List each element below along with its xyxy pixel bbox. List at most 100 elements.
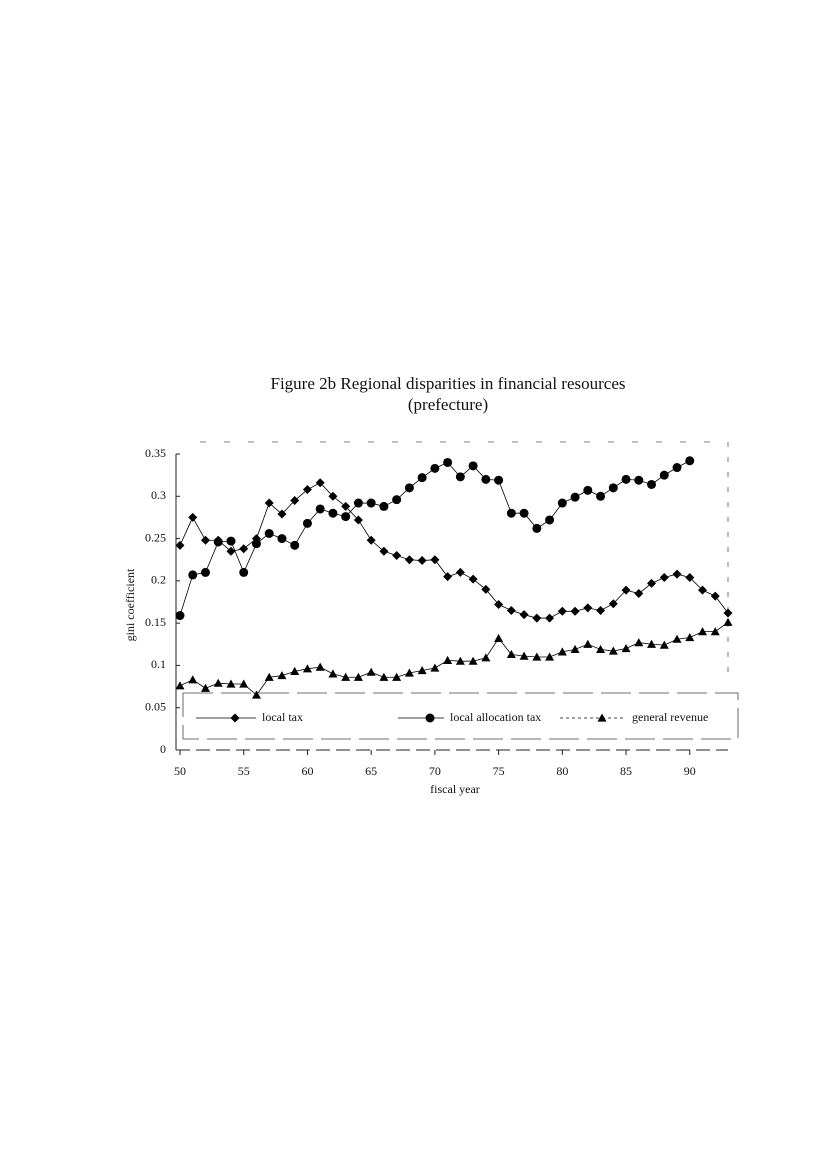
- data-point: [634, 475, 644, 485]
- data-point: [545, 652, 555, 661]
- data-point: [685, 456, 695, 466]
- y-tick-label: 0.15: [145, 615, 166, 629]
- data-point: [239, 544, 249, 554]
- x-tick-label: 85: [620, 764, 632, 778]
- legend-marker: [230, 713, 240, 723]
- data-point: [328, 491, 338, 501]
- data-point: [506, 508, 516, 518]
- data-point: [188, 675, 198, 684]
- data-point: [277, 534, 287, 544]
- data-point: [277, 509, 287, 519]
- data-point: [188, 570, 198, 580]
- data-point: [647, 578, 657, 588]
- x-tick-label: 80: [556, 764, 568, 778]
- data-point: [366, 498, 376, 508]
- data-point: [621, 585, 631, 595]
- data-point: [443, 457, 453, 467]
- data-point: [608, 599, 618, 609]
- data-point: [468, 461, 478, 471]
- x-tick-label: 65: [365, 764, 377, 778]
- data-point: [341, 501, 351, 511]
- data-point: [506, 605, 516, 615]
- data-point: [417, 473, 427, 483]
- data-point: [557, 498, 567, 508]
- data-point: [583, 639, 593, 648]
- data-point: [583, 603, 593, 613]
- data-point: [455, 472, 465, 482]
- data-point: [200, 567, 210, 577]
- x-tick-label: 50: [174, 764, 186, 778]
- data-point: [506, 649, 516, 659]
- data-point: [494, 475, 504, 485]
- data-point: [200, 683, 210, 692]
- data-point: [481, 584, 491, 594]
- data-point: [290, 540, 300, 550]
- data-point: [583, 485, 593, 495]
- data-point: [545, 613, 555, 623]
- data-point: [710, 627, 720, 636]
- y-tick-label: 0.1: [151, 657, 166, 671]
- data-point: [481, 653, 491, 662]
- data-point: [213, 537, 223, 547]
- data-point: [290, 496, 300, 506]
- legend-label: general revenue: [632, 710, 708, 724]
- data-point: [264, 528, 274, 538]
- data-point: [239, 679, 249, 688]
- data-point: [392, 672, 402, 681]
- legend-marker: [597, 713, 607, 722]
- data-point: [698, 585, 708, 595]
- data-point: [226, 679, 236, 688]
- data-point: [557, 606, 567, 616]
- data-point: [672, 463, 682, 473]
- data-point: [532, 523, 542, 533]
- data-point: [519, 508, 529, 518]
- y-tick-label: 0: [160, 742, 166, 756]
- data-point: [710, 591, 720, 601]
- data-point: [634, 638, 644, 647]
- data-point: [596, 644, 606, 653]
- data-point: [264, 672, 274, 681]
- data-point: [723, 617, 733, 626]
- data-point: [353, 515, 363, 525]
- data-point: [328, 669, 338, 678]
- x-tick-label: 70: [429, 764, 441, 778]
- data-point: [443, 572, 453, 582]
- data-point: [277, 671, 287, 680]
- data-point: [570, 492, 580, 502]
- data-point: [417, 666, 427, 675]
- data-point: [239, 567, 249, 577]
- data-point: [226, 536, 236, 546]
- data-point: [455, 567, 465, 577]
- data-point: [455, 656, 465, 665]
- data-point: [213, 678, 223, 687]
- data-point: [481, 474, 491, 484]
- y-tick-label: 0.35: [145, 446, 166, 460]
- data-point: [570, 644, 580, 653]
- data-point: [494, 600, 504, 610]
- data-point: [647, 479, 657, 489]
- data-point: [519, 651, 529, 660]
- data-point: [251, 690, 261, 699]
- y-tick-label: 0.25: [145, 530, 166, 544]
- data-point: [545, 515, 555, 525]
- data-point: [430, 463, 440, 473]
- data-point: [315, 504, 325, 514]
- data-point: [557, 647, 567, 656]
- data-point: [659, 470, 669, 480]
- data-point: [647, 639, 657, 648]
- data-point: [353, 498, 363, 508]
- data-point: [430, 555, 440, 565]
- data-point: [366, 535, 376, 545]
- data-point: [379, 501, 389, 511]
- x-tick-label: 60: [301, 764, 313, 778]
- legend-box: [182, 692, 739, 740]
- data-point: [634, 589, 644, 599]
- x-axis-label: fiscal year: [430, 782, 480, 796]
- data-point: [596, 491, 606, 501]
- data-point: [417, 556, 427, 566]
- data-point: [404, 555, 414, 565]
- data-point: [494, 633, 504, 642]
- data-point: [430, 663, 440, 672]
- legend-marker: [425, 713, 435, 723]
